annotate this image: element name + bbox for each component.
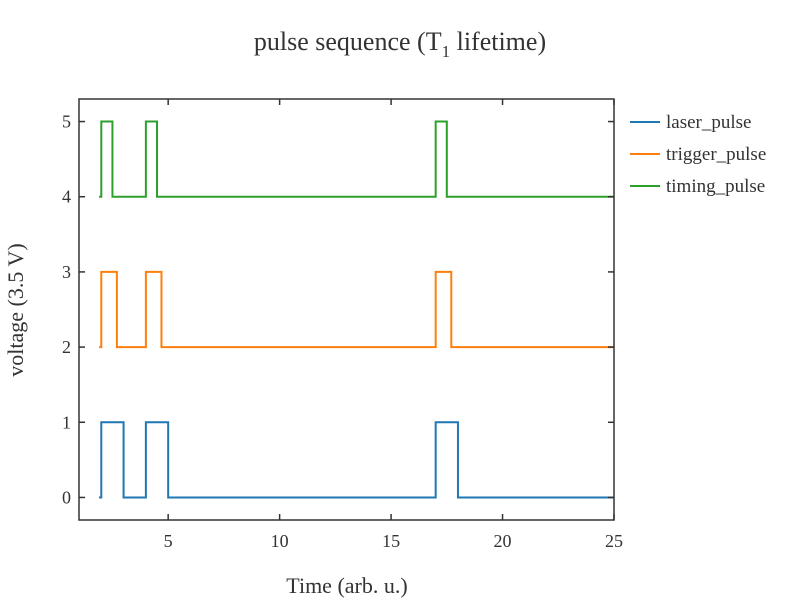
- x-axis-title: Time (arb. u.): [286, 573, 407, 598]
- legend: laser_pulse trigger_pulse timing_pulse: [630, 112, 766, 197]
- series-layer: [99, 120, 614, 499]
- series-line-laser-pulse: [99, 421, 614, 499]
- x-tick-label: 25: [605, 531, 623, 551]
- y-tick-label: 1: [62, 412, 71, 432]
- legend-label-trigger-pulse: trigger_pulse: [666, 144, 766, 165]
- y-tick-label: 4: [62, 187, 71, 207]
- series-line-trigger-pulse: [99, 270, 614, 349]
- x-tick-label: 20: [494, 531, 512, 551]
- y-tick-label: 5: [62, 112, 71, 132]
- x-tick-label: 5: [164, 531, 173, 551]
- series-line-timing-pulse: [99, 120, 614, 198]
- legend-label-laser-pulse: laser_pulse: [666, 112, 751, 133]
- y-tick-label: 3: [62, 262, 71, 282]
- plot-frame: [78, 98, 615, 521]
- y-tick-label: 0: [62, 487, 71, 507]
- legend-label-timing-pulse: timing_pulse: [666, 176, 765, 197]
- tick-layer: 5 10 15 20 25 0 1 2 3 4 5: [62, 99, 623, 551]
- y-axis-title: voltage (3.5 V): [3, 243, 28, 376]
- x-tick-label: 10: [271, 531, 289, 551]
- x-tick-label: 15: [382, 531, 400, 551]
- y-tick-label: 2: [62, 337, 71, 357]
- chart-title: pulse sequence (T1 lifetime): [254, 27, 546, 61]
